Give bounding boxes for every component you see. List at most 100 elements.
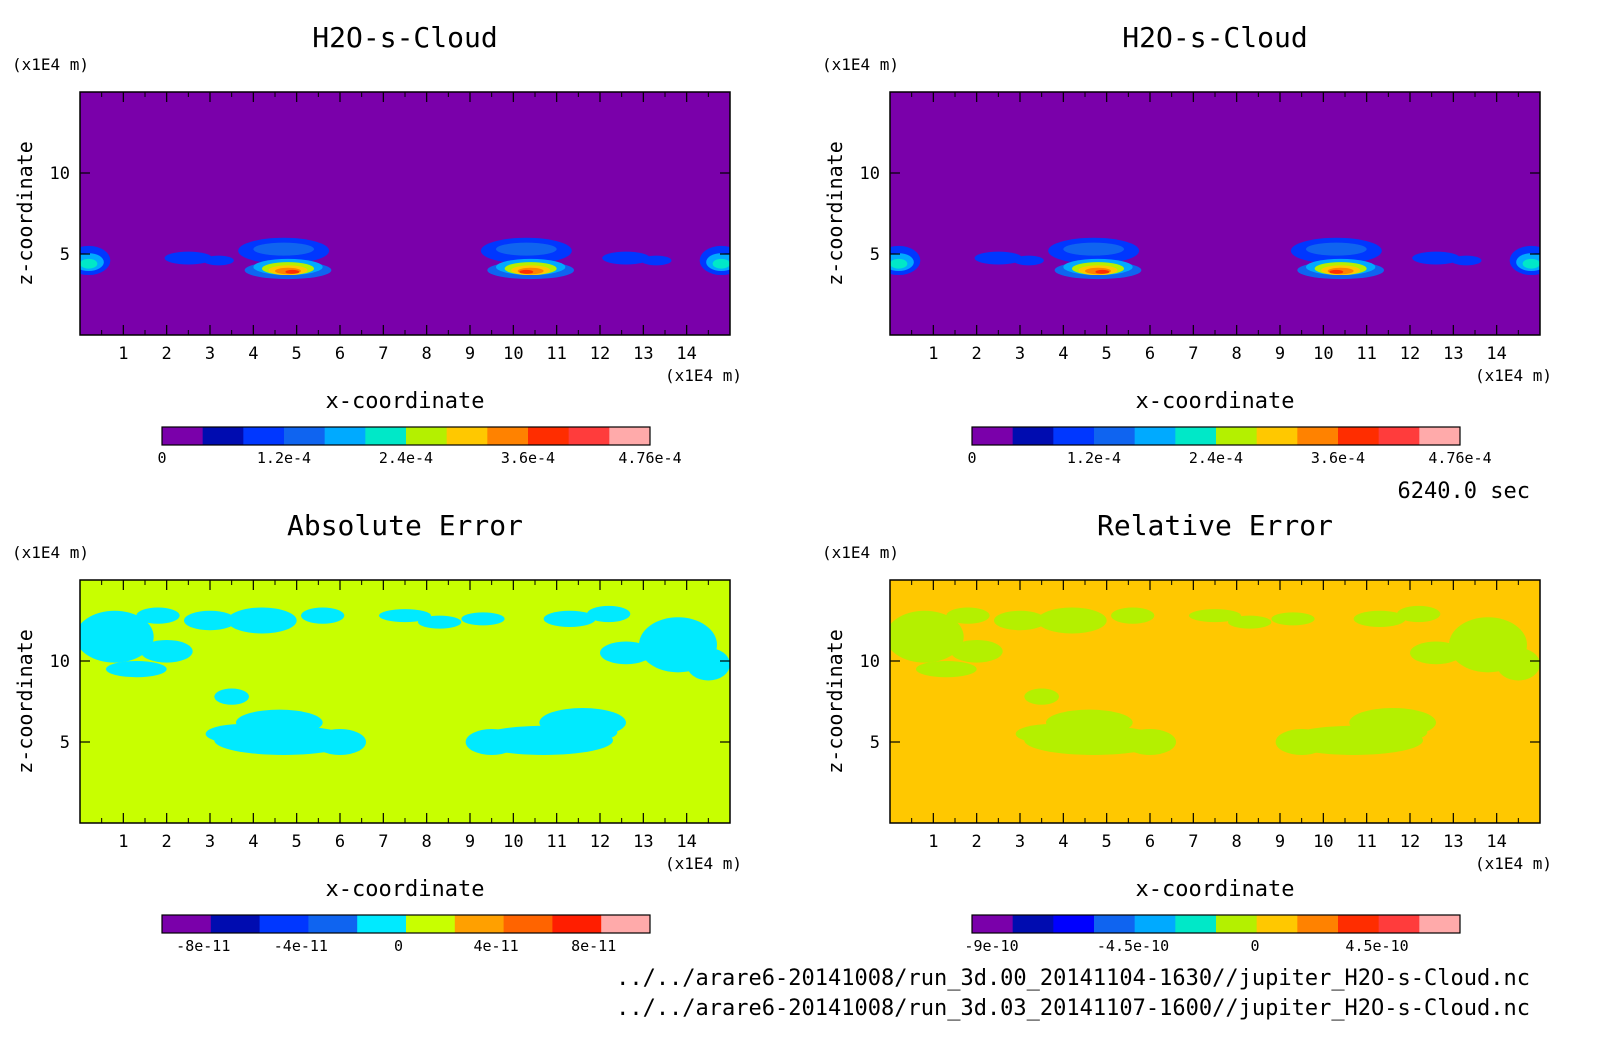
colorbar-swatch <box>1297 915 1339 933</box>
colorbar-frame <box>161 914 651 934</box>
plot-background <box>80 92 730 335</box>
abs-error-region-6 <box>140 639 193 663</box>
abs-error-region-12 <box>379 609 431 623</box>
colorbar-swatch <box>1378 427 1420 445</box>
abs-error-region-21 <box>548 722 618 743</box>
y-tick-label: 10 <box>50 164 70 184</box>
colorbar-swatch <box>324 427 366 445</box>
colorbar-swatch <box>210 915 261 933</box>
colorbar-swatch <box>357 915 407 933</box>
colorbar-swatch <box>1175 427 1217 445</box>
x-tick-label: 5 <box>1102 832 1112 852</box>
colorbar-label: 2.4e-4 <box>379 449 433 467</box>
rel-error-region-14 <box>1271 612 1315 626</box>
file-path-1: ../../arare6-20141008/run_3d.00_20141104… <box>616 966 1530 991</box>
panel-title: Absolute Error <box>287 509 523 542</box>
abs-error-region-1 <box>80 610 154 663</box>
x-tick-label: 14 <box>1486 344 1506 364</box>
x-tick-label: 13 <box>1443 344 1463 364</box>
colorbar-swatch <box>1419 915 1461 933</box>
y-tick-label: 5 <box>60 245 70 265</box>
x-tick-label: 1 <box>118 344 128 364</box>
rel-error-region-3 <box>994 610 1046 631</box>
cloud-small-1 <box>164 251 213 265</box>
x-unit-label: (x1E4 m) <box>1475 366 1552 385</box>
colorbar-label: 4.5e-10 <box>1345 937 1408 955</box>
panel-rel-error: Relative Error(x1E4 m)1 2 3 4 5 6 7 8 9 10 11 12 13 1… <box>822 509 1552 955</box>
x-tick-label: 5 <box>292 832 302 852</box>
y-tick-label: 5 <box>870 733 880 753</box>
x-tick-label: 7 <box>1188 344 1198 364</box>
colorbar-label: 3.6e-4 <box>501 449 555 467</box>
rel-error-region-16 <box>1397 605 1441 623</box>
colorbar-swatch <box>552 915 602 933</box>
x-unit-label: (x1E4 m) <box>665 854 742 873</box>
x-tick-label: 2 <box>972 832 982 852</box>
colorbar-swatch <box>308 915 358 933</box>
colorbar-label: -4e-11 <box>274 937 328 955</box>
colorbar-label: 4e-11 <box>474 937 519 955</box>
colorbar-swatch <box>1216 427 1258 445</box>
rel-error-region-24 <box>916 661 977 678</box>
colorbar-swatch <box>1256 915 1298 933</box>
colorbar-swatch <box>1053 915 1095 933</box>
colorbar-swatch <box>1297 427 1339 445</box>
colorbar-swatch <box>1053 427 1095 445</box>
cloud-edge-2-core <box>712 258 730 269</box>
colorbar-swatch <box>609 427 651 445</box>
colorbar-swatch <box>1419 427 1461 445</box>
cloud-edge-2-core <box>1522 258 1540 269</box>
colorbar-swatch <box>1094 427 1136 445</box>
x-tick-label: 9 <box>465 344 475 364</box>
colorbar-swatch <box>972 915 1014 933</box>
colorbar-frame <box>161 426 651 446</box>
colorbar-label: 2.4e-4 <box>1189 449 1243 467</box>
cloud-anvil-2-red <box>1329 269 1344 274</box>
x-tick-label: 1 <box>928 832 938 852</box>
y-axis-label: z-coordinate <box>823 141 847 286</box>
panel-abs-error: Absolute Error(x1E4 m)1 2 3 4 5 6 7 8 9 10 11 12 13 1… <box>12 509 742 955</box>
x-tick-label: 8 <box>422 832 432 852</box>
x-tick-label: 3 <box>1015 832 1025 852</box>
x-tick-label: 12 <box>1400 344 1420 364</box>
abs-error-region-10 <box>314 729 366 755</box>
colorbar-swatch <box>528 427 570 445</box>
rel-error-region-5 <box>1111 607 1155 624</box>
y-unit-label: (x1E4 m) <box>12 543 89 562</box>
x-tick-label: 14 <box>1486 832 1506 852</box>
y-tick-label: 10 <box>860 164 880 184</box>
panel-title: Relative Error <box>1097 509 1333 542</box>
x-tick-label: 2 <box>162 832 172 852</box>
x-tick-label: 14 <box>676 832 696 852</box>
cloud-edge-1-core <box>890 258 908 269</box>
cloud-small-2b <box>641 255 672 266</box>
colorbar-swatch <box>406 427 448 445</box>
colorbar-swatch <box>1216 915 1258 933</box>
x-tick-label: 3 <box>205 344 215 364</box>
x-unit-label: (x1E4 m) <box>1475 854 1552 873</box>
rel-error-region-11 <box>1024 688 1059 705</box>
plot-area <box>890 92 1540 335</box>
colorbar-swatch <box>1134 915 1176 933</box>
y-unit-label: (x1E4 m) <box>822 543 899 562</box>
colorbar-label: 1.2e-4 <box>257 449 311 467</box>
colorbar-swatch <box>1175 915 1217 933</box>
rel-error-region-4 <box>1037 607 1107 634</box>
rel-error-region-18 <box>1410 641 1462 665</box>
colorbar-label: 3.6e-4 <box>1311 449 1365 467</box>
abs-error-region-3 <box>184 610 236 631</box>
x-tick-label: 12 <box>1400 832 1420 852</box>
x-tick-label: 11 <box>546 344 566 364</box>
y-axis-label: z-coordinate <box>823 629 847 774</box>
abs-error-region-18 <box>600 641 652 665</box>
colorbar-swatch <box>406 915 456 933</box>
plot-area <box>80 580 730 823</box>
colorbar-swatch <box>243 427 285 445</box>
y-unit-label: (x1E4 m) <box>12 55 89 74</box>
rel-error-region-2 <box>946 607 990 624</box>
colorbar: -9e-10 -4.5e-10 0 4.5e-10 <box>964 914 1461 955</box>
x-tick-label: 5 <box>292 344 302 364</box>
file-path-2: ../../arare6-20141008/run_3d.03_20141107… <box>616 996 1530 1021</box>
x-tick-label: 9 <box>1275 832 1285 852</box>
colorbar-label: 4.76e-4 <box>1428 449 1491 467</box>
